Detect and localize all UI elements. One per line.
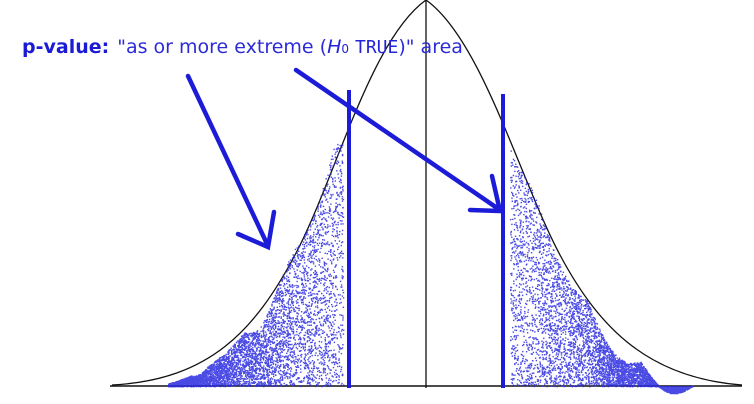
- hypothesis-state: TRUE: [355, 37, 399, 58]
- normal-curve: [111, 0, 743, 386]
- left-tail-shading: [168, 143, 345, 388]
- hypothesis-subscript: 0: [341, 42, 349, 56]
- right-tail-shading: [510, 150, 694, 395]
- left-arrow: [185, 73, 277, 251]
- p-value-label: p-value:: [22, 36, 110, 58]
- annotation-text-after: )" area: [398, 36, 463, 58]
- hypothesis-symbol: H: [327, 36, 342, 58]
- annotation-text-before: "as or more extreme (: [117, 36, 328, 58]
- right-arrow: [293, 67, 503, 214]
